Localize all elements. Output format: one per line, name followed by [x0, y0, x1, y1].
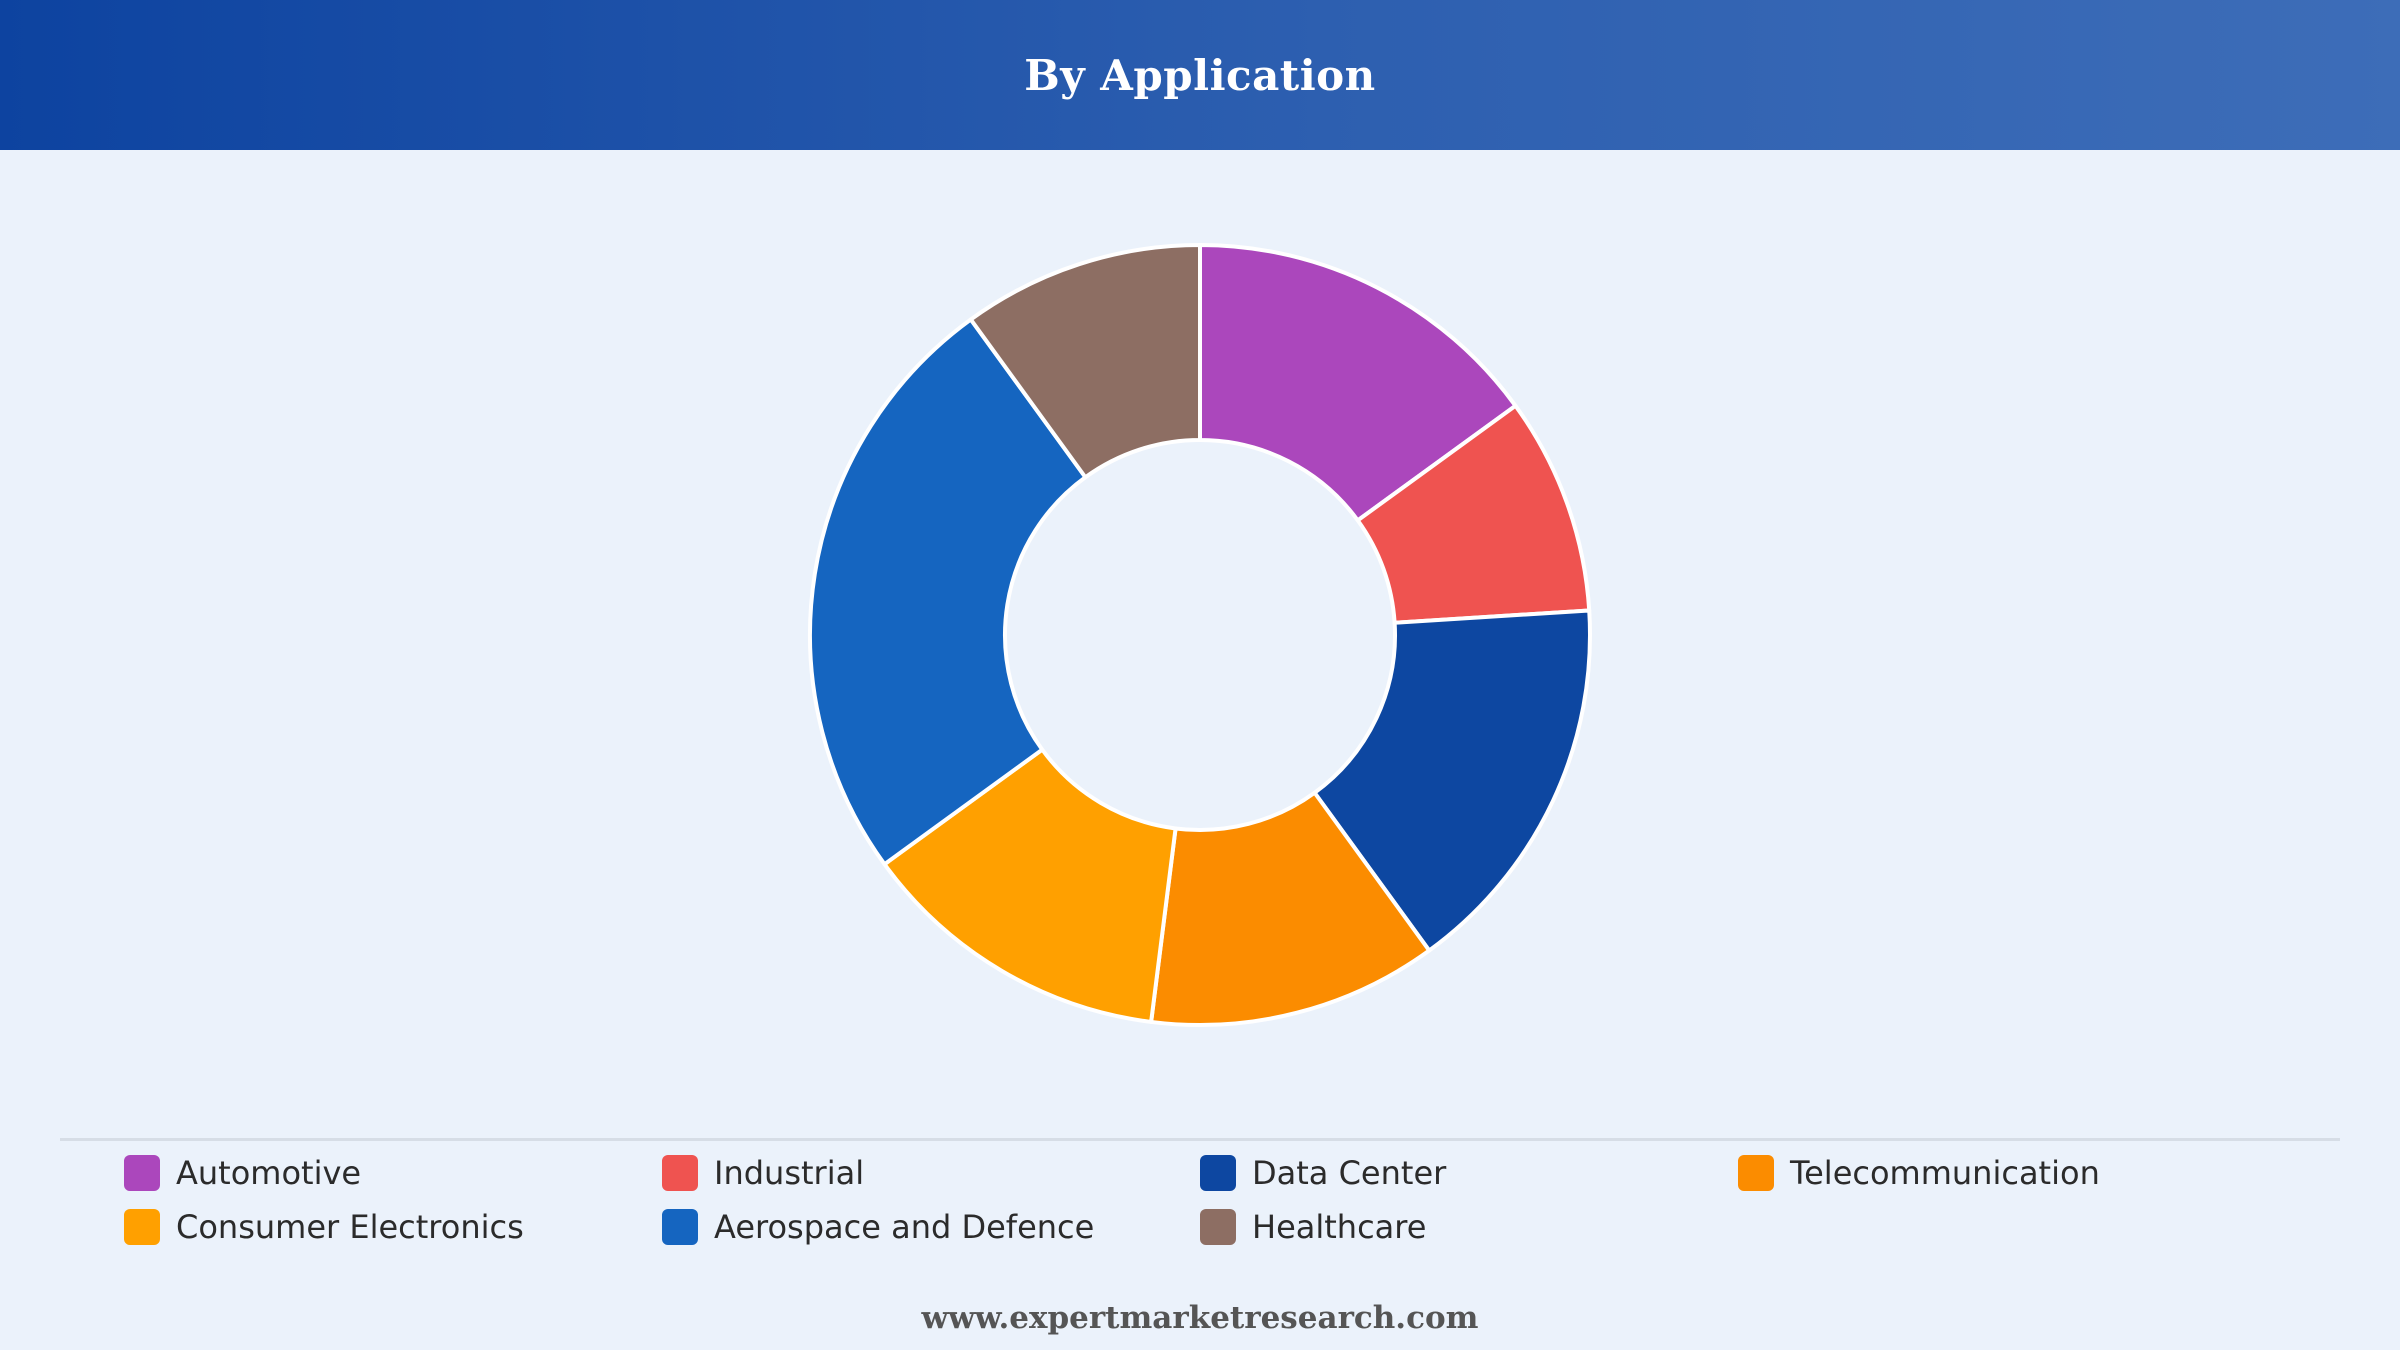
- legend-swatch: [124, 1155, 160, 1191]
- legend-item-consumer-electronics[interactable]: Consumer Electronics: [124, 1208, 662, 1246]
- legend-label: Aerospace and Defence: [714, 1208, 1095, 1246]
- legend-item-healthcare[interactable]: Healthcare: [1200, 1208, 1738, 1246]
- legend-swatch: [662, 1155, 698, 1191]
- legend-label: Healthcare: [1252, 1208, 1427, 1246]
- chart-legend: Automotive Industrial Data Center Telecommu…: [124, 1154, 2300, 1246]
- source-url: www.expertmarketresearch.com: [921, 1300, 1479, 1336]
- legend-divider: [60, 1138, 2340, 1141]
- legend-item-telecommunication[interactable]: Telecommunication: [1738, 1154, 2276, 1192]
- slice-healthcare[interactable]: [968, 243, 1202, 480]
- legend-item-aerospace-and-defence[interactable]: Aerospace and Defence: [662, 1208, 1200, 1246]
- legend-swatch: [1738, 1155, 1774, 1191]
- legend-label: Industrial: [714, 1154, 865, 1192]
- chart-header: By Application: [0, 0, 2400, 150]
- legend-swatch: [124, 1209, 160, 1245]
- slice-automotive[interactable]: [1198, 243, 1518, 523]
- legend-swatch: [1200, 1209, 1236, 1245]
- slice-aerospace-and-defence[interactable]: [808, 317, 1088, 867]
- legend-swatch: [662, 1209, 698, 1245]
- legend-label: Consumer Electronics: [176, 1208, 524, 1246]
- legend-label: Data Center: [1252, 1154, 1447, 1192]
- slice-data-center[interactable]: [1312, 608, 1592, 953]
- slice-consumer-electronics[interactable]: [882, 747, 1178, 1024]
- slice-telecommunication[interactable]: [1149, 790, 1432, 1028]
- legend-item-industrial[interactable]: Industrial: [662, 1154, 1200, 1192]
- legend-item-data-center[interactable]: Data Center: [1200, 1154, 1738, 1192]
- legend-item-automotive[interactable]: Automotive: [124, 1154, 662, 1192]
- donut-chart: [808, 243, 1592, 1028]
- chart-title: By Application: [1024, 50, 1376, 100]
- donut-chart-area: [0, 150, 2400, 1130]
- legend-label: Telecommunication: [1790, 1154, 2100, 1192]
- legend-swatch: [1200, 1155, 1236, 1191]
- legend-label: Automotive: [176, 1154, 362, 1192]
